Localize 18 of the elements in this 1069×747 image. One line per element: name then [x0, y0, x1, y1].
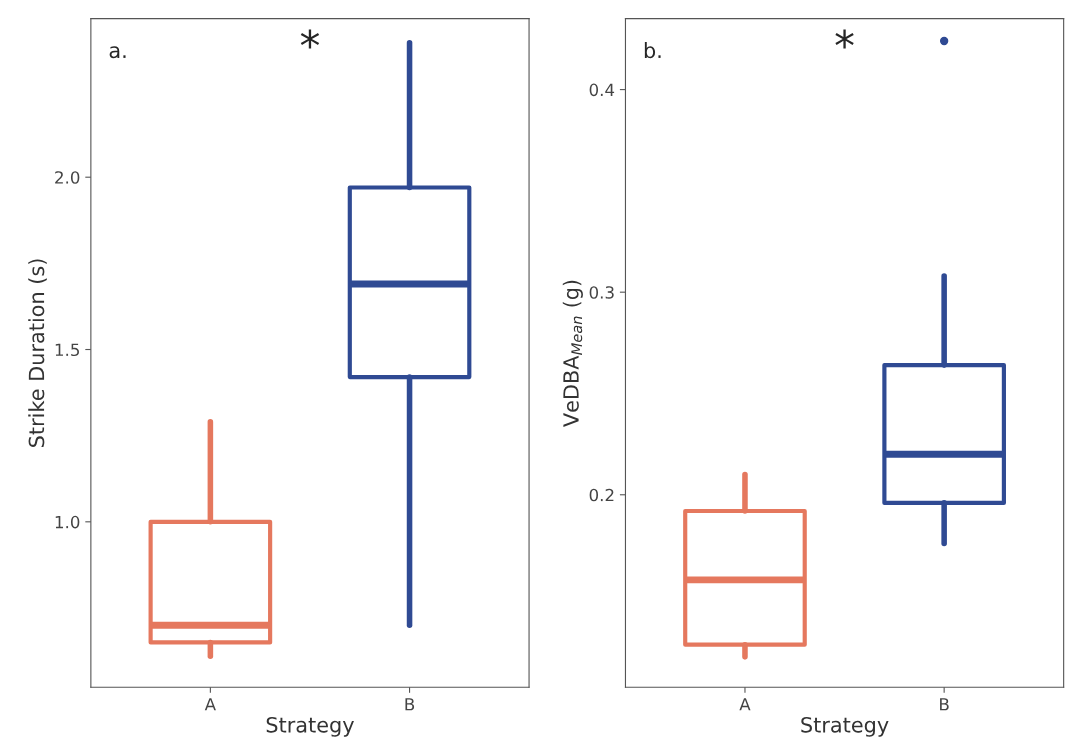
annotation: *	[300, 29, 320, 49]
annotation: a.	[109, 46, 126, 59]
y-tick-label: 0.4	[589, 83, 615, 97]
y-tick-label: 2.0	[55, 171, 80, 184]
y-tick-label: 0.2	[589, 488, 614, 502]
annotation: b.	[644, 42, 661, 59]
y-tick-label: 0.3	[589, 286, 614, 299]
y-axis-title: VeDBA$_{Mean}$ (g)	[562, 280, 583, 427]
annotation: *	[835, 29, 854, 49]
y-tick-label: 1.0	[55, 515, 80, 529]
x-axis-title: Strategy	[801, 716, 889, 737]
x-tick-label: A	[204, 698, 216, 711]
y-axis-title: Strike Duration (s)	[28, 259, 47, 447]
x-tick-label: B	[940, 698, 949, 711]
x-tick-label: B	[405, 698, 415, 711]
x-tick-label: A	[739, 698, 751, 711]
x-axis-title: Strategy	[266, 716, 354, 737]
y-tick-label: 1.5	[55, 343, 79, 357]
